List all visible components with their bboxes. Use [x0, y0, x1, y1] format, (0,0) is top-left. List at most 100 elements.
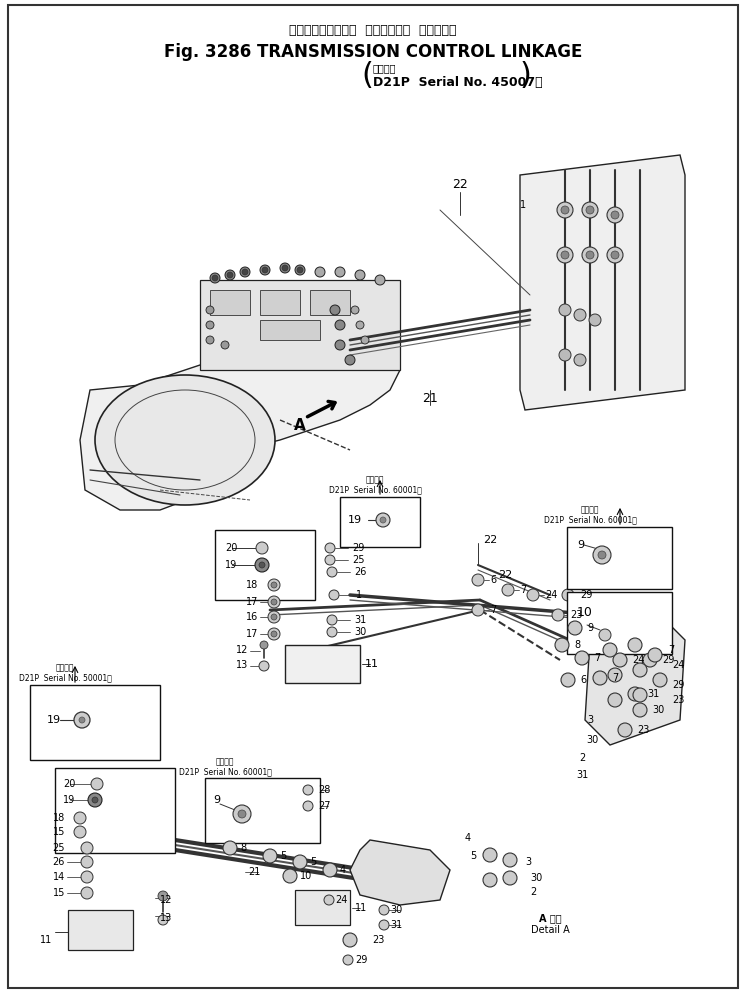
Text: 24: 24	[672, 660, 684, 670]
Circle shape	[329, 590, 339, 600]
Circle shape	[81, 871, 93, 883]
Circle shape	[74, 826, 86, 838]
Text: 9: 9	[577, 540, 584, 550]
Circle shape	[315, 267, 325, 277]
Circle shape	[633, 703, 647, 717]
Circle shape	[327, 627, 337, 637]
Text: 25: 25	[52, 843, 65, 853]
Circle shape	[327, 615, 337, 625]
Bar	[260, 320, 320, 340]
Circle shape	[268, 628, 280, 640]
Circle shape	[255, 558, 269, 572]
Text: 23: 23	[637, 725, 649, 735]
Text: 30: 30	[586, 735, 598, 745]
Bar	[68, 910, 133, 950]
Circle shape	[221, 341, 229, 349]
Text: 24: 24	[545, 590, 557, 600]
Text: 30: 30	[354, 627, 366, 637]
Circle shape	[206, 306, 214, 314]
Circle shape	[158, 915, 168, 925]
Polygon shape	[585, 615, 685, 745]
Circle shape	[88, 793, 102, 807]
Text: 22: 22	[452, 179, 468, 192]
Circle shape	[280, 263, 290, 273]
Circle shape	[557, 202, 573, 218]
Text: 18: 18	[53, 813, 65, 823]
Text: 22: 22	[483, 535, 497, 545]
Circle shape	[611, 211, 619, 219]
Circle shape	[297, 267, 303, 273]
Circle shape	[356, 321, 364, 329]
Text: 11: 11	[40, 935, 52, 945]
Circle shape	[582, 202, 598, 218]
Circle shape	[259, 661, 269, 671]
Circle shape	[561, 673, 575, 687]
Text: 26: 26	[53, 857, 65, 867]
Circle shape	[293, 855, 307, 869]
Text: 5: 5	[280, 851, 286, 861]
Circle shape	[81, 842, 93, 854]
Text: 24: 24	[632, 655, 645, 665]
Circle shape	[586, 206, 594, 214]
Text: 19: 19	[348, 515, 362, 525]
Text: 7: 7	[520, 585, 526, 595]
Text: 3: 3	[587, 715, 593, 725]
Circle shape	[653, 673, 667, 687]
Text: 21: 21	[248, 867, 260, 877]
Bar	[295, 890, 350, 925]
Text: 9: 9	[587, 623, 593, 633]
Circle shape	[613, 653, 627, 667]
Text: 12: 12	[236, 645, 248, 655]
Circle shape	[335, 320, 345, 330]
Text: 1: 1	[356, 590, 362, 600]
Circle shape	[628, 638, 642, 652]
Text: 10: 10	[300, 871, 313, 881]
Circle shape	[227, 272, 233, 278]
Circle shape	[574, 309, 586, 321]
Text: 29: 29	[352, 543, 364, 553]
Circle shape	[268, 596, 280, 608]
Text: 27: 27	[318, 801, 330, 811]
Circle shape	[212, 275, 218, 281]
Circle shape	[355, 270, 365, 280]
Circle shape	[260, 641, 268, 649]
Text: 適用号機: 適用号機	[56, 663, 75, 672]
Circle shape	[81, 887, 93, 899]
Circle shape	[380, 517, 386, 523]
Circle shape	[282, 265, 288, 271]
Circle shape	[325, 555, 335, 565]
Circle shape	[210, 273, 220, 283]
Circle shape	[472, 604, 484, 616]
Text: 11: 11	[355, 903, 367, 913]
Text: 31: 31	[576, 770, 588, 780]
Text: 21: 21	[422, 391, 438, 404]
Circle shape	[303, 785, 313, 795]
Text: 2: 2	[579, 753, 585, 763]
Text: 29: 29	[580, 590, 592, 600]
Circle shape	[502, 584, 514, 596]
Bar	[340, 497, 420, 547]
Circle shape	[271, 614, 277, 620]
Text: 23: 23	[372, 935, 384, 945]
Circle shape	[503, 853, 517, 867]
Circle shape	[345, 355, 355, 365]
Text: 10: 10	[577, 606, 593, 619]
Circle shape	[483, 873, 497, 887]
Circle shape	[618, 723, 632, 737]
Text: 31: 31	[354, 615, 366, 625]
Circle shape	[593, 546, 611, 564]
Circle shape	[483, 848, 497, 862]
Circle shape	[633, 663, 647, 677]
Circle shape	[263, 849, 277, 863]
Text: 5: 5	[470, 851, 476, 861]
Bar	[205, 778, 320, 843]
Text: 19: 19	[225, 560, 237, 570]
Circle shape	[562, 589, 574, 601]
Text: 29: 29	[355, 955, 367, 965]
Text: 適用号機: 適用号機	[580, 505, 599, 514]
Circle shape	[648, 648, 662, 662]
Text: 20: 20	[225, 543, 237, 553]
Circle shape	[74, 712, 90, 728]
Circle shape	[527, 589, 539, 601]
Circle shape	[628, 687, 642, 701]
